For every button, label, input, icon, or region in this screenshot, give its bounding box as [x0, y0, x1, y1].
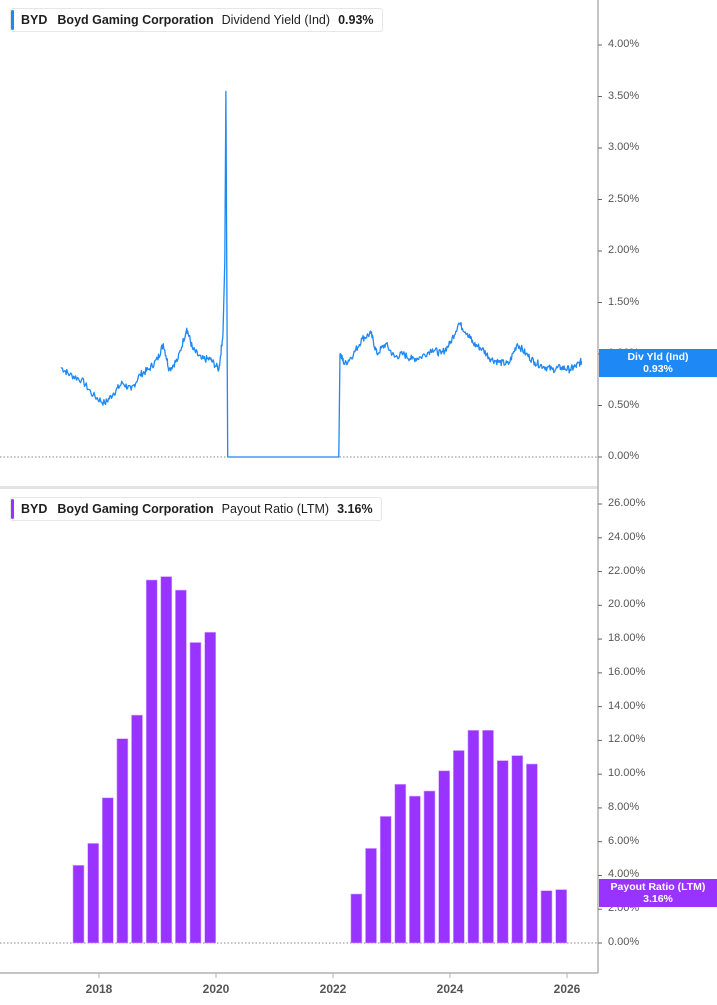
payout-ratio-bar[interactable]: [555, 889, 568, 944]
legend-ticker: BYD: [21, 13, 48, 27]
payout-ratio-bar[interactable]: [467, 729, 480, 944]
y-tick-label: 14.00%: [608, 699, 646, 712]
payout-ratio-bar[interactable]: [204, 631, 216, 944]
y-tick-label: 3.50%: [608, 89, 640, 102]
y-tick-label: 2.00%: [608, 244, 640, 256]
y-tick-label: 4.00%: [608, 38, 640, 50]
y-tick-label: 20.00%: [608, 598, 646, 611]
payout-ratio-bar[interactable]: [350, 893, 363, 944]
y-tick-label: 24.00%: [608, 530, 646, 543]
payout-ratio-bar[interactable]: [423, 790, 436, 944]
legend-metric: Payout Ratio (LTM): [221, 502, 330, 516]
y-tick-label: 12.00%: [608, 733, 646, 746]
y-tick-label: 4.00%: [608, 868, 640, 881]
y-tick-label: 3.00%: [608, 141, 640, 153]
y-tick-label: 10.00%: [608, 767, 646, 780]
payout-ratio-bar[interactable]: [145, 579, 158, 944]
series-color-swatch: [11, 10, 14, 30]
payout-ratio-bar[interactable]: [526, 763, 538, 944]
panel-divider[interactable]: [0, 486, 598, 489]
payout-ratio-legend[interactable]: BYD Boyd Gaming Corporation Payout Ratio…: [10, 497, 382, 521]
payout-ratio-bar[interactable]: [496, 760, 509, 944]
payout-ratio-bar[interactable]: [87, 843, 99, 944]
legend-value: 0.93%: [338, 13, 374, 27]
payout-ratio-bar[interactable]: [131, 714, 143, 944]
payout-ratio-bar[interactable]: [540, 890, 553, 944]
flag-value: 0.93%: [643, 363, 673, 375]
y-tick-label: 16.00%: [608, 665, 646, 678]
payout-ratio-bar[interactable]: [175, 589, 187, 944]
dividend-yield-line[interactable]: [60, 90, 583, 458]
y-tick-label: 18.00%: [608, 632, 646, 645]
y-tick-label: 2.50%: [608, 192, 640, 205]
y-tick-label: 22.00%: [608, 564, 646, 577]
payout-ratio-bar[interactable]: [409, 795, 421, 944]
payout-ratio-bar[interactable]: [438, 770, 451, 944]
payout-ratio-price-flag: Payout Ratio (LTM) 3.16%: [599, 879, 717, 907]
legend-company: Boyd Gaming Corporation: [57, 13, 214, 27]
payout-ratio-bar[interactable]: [189, 642, 202, 944]
y-tick-label: 26.00%: [608, 497, 646, 509]
y-tick-label: 0.50%: [608, 398, 640, 411]
x-tick-label: 2024: [436, 982, 464, 996]
y-tick-label: 6.00%: [608, 834, 640, 847]
legend-metric: Dividend Yield (Ind): [221, 13, 331, 27]
payout-ratio-bar[interactable]: [482, 729, 494, 944]
x-tick-label: 2026: [553, 982, 581, 996]
payout-ratio-bar[interactable]: [160, 576, 173, 944]
payout-ratio-bar[interactable]: [72, 864, 85, 944]
payout-ratio-bar[interactable]: [379, 816, 392, 944]
legend-ticker: BYD: [21, 502, 48, 516]
payout-ratio-bar[interactable]: [511, 755, 524, 944]
y-tick-label: 0.00%: [608, 450, 640, 462]
y-tick-label: 0.00%: [608, 936, 640, 948]
flag-label: Div Yld (Ind): [627, 351, 689, 363]
payout-ratio-bar[interactable]: [116, 738, 129, 944]
dividend-yield-price-flag: Div Yld (Ind) 0.93%: [599, 349, 717, 377]
legend-company: Boyd Gaming Corporation: [57, 502, 214, 516]
flag-value: 3.16%: [643, 893, 673, 905]
payout-ratio-bar[interactable]: [394, 783, 407, 944]
x-tick-label: 2018: [85, 982, 113, 996]
payout-ratio-bar[interactable]: [452, 750, 465, 944]
y-tick-label: 8.00%: [608, 800, 640, 813]
flag-label: Payout Ratio (LTM): [610, 881, 706, 893]
y-tick-label: 1.50%: [608, 295, 640, 308]
series-color-swatch: [11, 499, 14, 519]
x-tick-label: 2022: [319, 982, 347, 996]
dividend-yield-legend[interactable]: BYD Boyd Gaming Corporation Dividend Yie…: [10, 8, 383, 32]
legend-value: 3.16%: [337, 502, 373, 516]
x-tick-label: 2020: [202, 982, 230, 996]
payout-ratio-bar[interactable]: [102, 797, 114, 944]
payout-ratio-bar[interactable]: [365, 848, 377, 944]
